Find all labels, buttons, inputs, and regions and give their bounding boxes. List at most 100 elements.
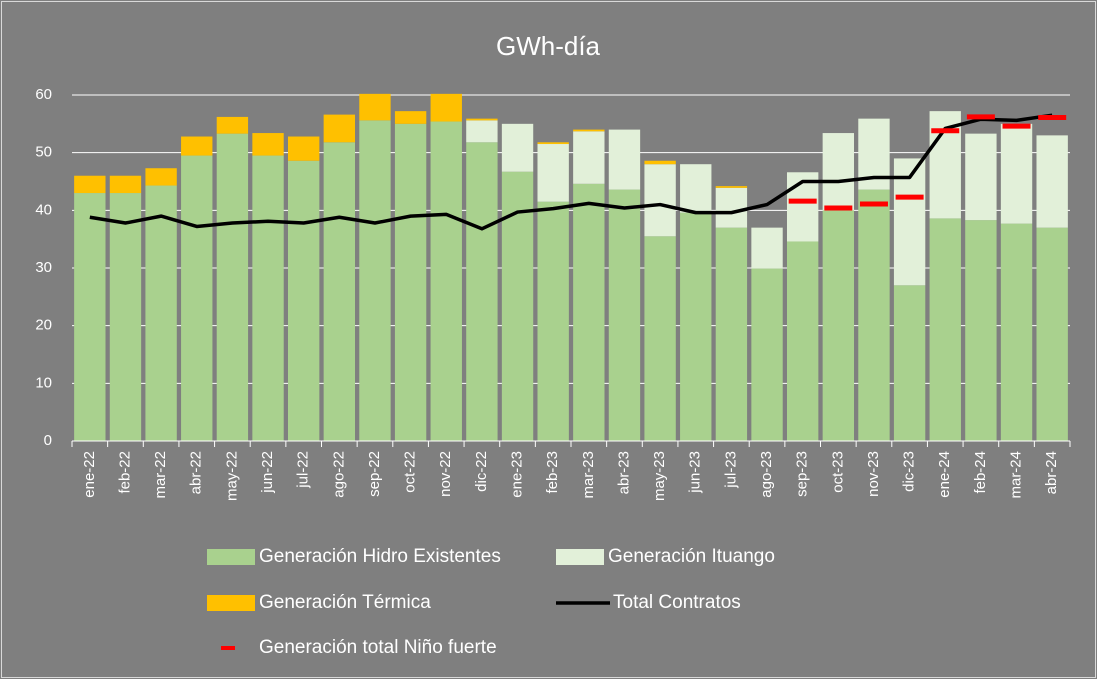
bar-segment — [715, 186, 748, 188]
bar-segment — [74, 175, 106, 194]
bar-segment — [965, 220, 997, 441]
bar-segment — [287, 136, 320, 161]
x-tick-label: abr-23 — [615, 451, 632, 494]
x-tick-label: ene-22 — [81, 451, 98, 498]
bar-segment — [430, 93, 462, 122]
x-tick-label: oct-23 — [829, 451, 846, 493]
bar-segment — [359, 120, 391, 441]
bar-segment — [929, 218, 961, 441]
x-tick-label: sep-22 — [366, 451, 383, 497]
bar-segment — [965, 133, 997, 221]
bar-segment — [430, 121, 462, 441]
x-tick-label: may-23 — [651, 451, 668, 501]
y-tick-label: 10 — [35, 374, 52, 391]
bar-segment — [644, 164, 676, 237]
x-tick-label: sep-23 — [794, 451, 811, 497]
bar-segment — [822, 210, 855, 441]
bar-segment — [501, 123, 534, 172]
bar-segment — [715, 187, 748, 228]
bar-segment — [1000, 123, 1033, 224]
bar-segment — [323, 114, 356, 143]
x-tick-label: ago-23 — [758, 451, 775, 498]
line-series — [89, 113, 1053, 231]
x-tick-label: jun-23 — [687, 451, 704, 494]
x-tick-label: nov-22 — [437, 451, 454, 497]
x-tick-label: jul-23 — [722, 451, 739, 489]
bar-segment — [252, 133, 284, 156]
bar-segment — [109, 175, 142, 194]
bar-segment — [466, 120, 498, 143]
y-tick-label: 0 — [44, 432, 52, 449]
bar-segment — [644, 236, 676, 441]
legend-swatch — [207, 595, 255, 611]
legend-label: Generación Ituango — [608, 546, 775, 567]
bar-segment — [466, 142, 498, 441]
x-tick-label: dic-23 — [901, 451, 918, 492]
y-tick-label: 20 — [35, 317, 52, 334]
bar-segment — [394, 111, 427, 124]
x-tick-label: may-22 — [223, 451, 240, 501]
y-tick-label: 60 — [35, 86, 52, 103]
bar-segment — [608, 129, 641, 190]
bar-segment — [786, 241, 819, 441]
x-tick-label: feb-24 — [972, 451, 989, 494]
bar-segment — [394, 123, 427, 441]
bar-segment — [1036, 135, 1068, 228]
bar-segment — [537, 142, 569, 145]
x-tick-label: dic-22 — [473, 451, 490, 492]
bar-segment — [216, 116, 249, 134]
x-tick-label: jul-22 — [295, 451, 312, 489]
x-tick-label: ene-24 — [936, 451, 953, 498]
x-tick-label: abr-24 — [1043, 451, 1060, 494]
legend-label: Generación Térmica — [259, 592, 431, 613]
bar-segment — [680, 212, 712, 441]
bar-segment — [822, 133, 855, 211]
bar-segment — [323, 142, 356, 441]
x-tick-label: abr-22 — [188, 451, 205, 494]
legend-swatch — [556, 549, 604, 565]
x-tick-label: mar-22 — [152, 451, 169, 499]
y-tick-label: 30 — [35, 259, 52, 276]
legend-label: Total Contratos — [613, 592, 741, 613]
x-tick-label: mar-24 — [1008, 451, 1025, 499]
x-tick-label: feb-23 — [544, 451, 561, 494]
bar-segment — [644, 160, 676, 165]
legend-label: Generación total Niño fuerte — [259, 637, 497, 658]
bar-segment — [216, 133, 249, 442]
bar-segment — [751, 268, 783, 441]
bar-segment — [252, 155, 284, 442]
legend-swatch — [207, 549, 255, 565]
bar-segment — [287, 160, 320, 442]
bar-segment — [573, 183, 605, 441]
bar-segment — [1000, 223, 1033, 441]
bar-segment — [537, 201, 569, 441]
bar-segment — [145, 185, 177, 441]
x-tick-label: ago-22 — [330, 451, 347, 498]
bar-segment — [181, 155, 213, 442]
bar-segment — [715, 227, 748, 441]
bar-segment — [181, 136, 213, 156]
bar-segment — [786, 172, 819, 242]
bar-segment — [608, 189, 641, 441]
chart-title: GWh-día — [496, 31, 601, 61]
x-tick-label: mar-23 — [580, 451, 597, 499]
x-tick-label: jun-22 — [259, 451, 276, 494]
bar-segment — [1036, 227, 1068, 441]
bar-segment — [751, 227, 783, 269]
legend-label: Generación Hidro Existentes — [259, 546, 501, 567]
bar-segment — [74, 193, 106, 441]
y-tick-label: 50 — [35, 144, 52, 161]
x-tick-label: oct-22 — [402, 451, 419, 493]
bar-segment — [680, 164, 712, 213]
bar-segment — [858, 189, 890, 441]
bar-segment — [893, 158, 926, 286]
bar-segment — [145, 168, 177, 186]
x-tick-label: ene-23 — [509, 451, 526, 498]
bar-segment — [359, 93, 391, 121]
bar-segment — [109, 193, 142, 441]
bar-segment — [466, 118, 498, 121]
bar-segment — [537, 144, 569, 202]
bar-segment — [573, 131, 605, 184]
